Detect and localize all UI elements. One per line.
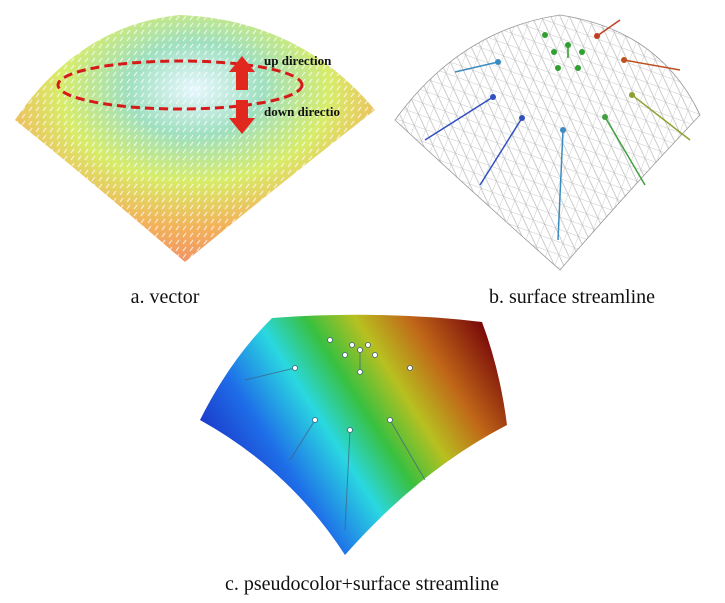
annotation: down directio: [264, 104, 340, 119]
mesh-surface: [395, 15, 700, 270]
figure: up direction down directio a. vector b. …: [0, 0, 725, 603]
caption: c. pseudocolor+surface streamline: [225, 573, 499, 595]
annotation: up direction: [264, 53, 332, 68]
pseudocolor-surface: [200, 315, 507, 555]
caption: a. vector: [131, 286, 200, 308]
streamline-panel: b. surface streamline: [395, 15, 700, 308]
pseudocolor-panel: c. pseudocolor+surface streamline: [200, 315, 507, 595]
vector-panel: up direction down directio a. vector: [15, 15, 375, 308]
caption: b. surface streamline: [489, 286, 655, 308]
